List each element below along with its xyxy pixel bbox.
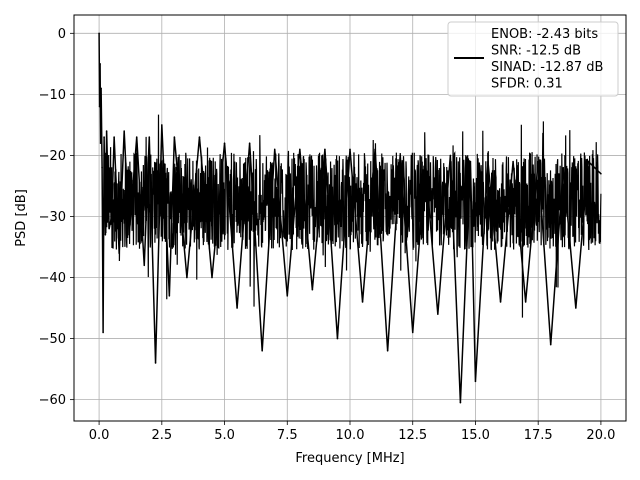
- y-tick-label: −60: [39, 393, 66, 408]
- psd-point: [101, 166, 103, 169]
- psd-point: [198, 136, 201, 138]
- psd-point: [499, 301, 502, 303]
- psd-series-line: [98, 33, 602, 403]
- psd-point: [361, 301, 364, 303]
- psd-point: [110, 215, 113, 218]
- psd-point: [575, 307, 577, 309]
- psd-point: [469, 160, 472, 163]
- legend-box: [447, 21, 619, 97]
- series-group: [98, 32, 602, 404]
- psd-point: [324, 148, 326, 151]
- y-tick-label: −10: [39, 88, 66, 103]
- psd-point: [286, 295, 289, 297]
- x-tick-label: 2.5: [151, 428, 172, 443]
- psd-point: [449, 154, 452, 157]
- psd-point: [299, 148, 301, 151]
- psd-point: [336, 337, 339, 340]
- psd-point: [349, 148, 351, 151]
- psd-point: [512, 160, 514, 163]
- psd-point: [161, 124, 163, 126]
- psd-point: [487, 160, 489, 163]
- legend-line-snr: SNR: -12.5 dB: [491, 44, 581, 59]
- x-tick-label: 10.0: [336, 428, 365, 443]
- psd-point: [587, 160, 590, 163]
- x-tick-label: 20.0: [586, 428, 615, 443]
- x-tick-label: 17.5: [524, 428, 553, 443]
- psd-point: [186, 276, 188, 279]
- psd-point: [537, 160, 539, 163]
- legend-line-sfdr: SFDR: 0.31: [491, 77, 563, 92]
- psd-point: [135, 136, 138, 138]
- psd-point: [104, 233, 107, 236]
- psd-point: [562, 166, 565, 169]
- psd-point: [99, 142, 102, 145]
- psd-point: [437, 313, 439, 315]
- psd-point: [474, 380, 477, 383]
- psd-point: [424, 160, 427, 163]
- psd-point: [98, 32, 100, 35]
- psd-point: [273, 148, 276, 151]
- x-tick-label: 5.0: [214, 428, 235, 443]
- x-axis-label: Frequency [MHz]: [295, 451, 404, 466]
- y-tick-label: 0: [58, 27, 66, 42]
- psd-point: [148, 136, 151, 138]
- psd-point: [123, 130, 125, 132]
- psd-point: [211, 276, 213, 279]
- psd-point: [113, 136, 115, 138]
- y-tick-label: −30: [39, 210, 66, 225]
- psd-point: [128, 233, 130, 236]
- psd-point: [459, 401, 462, 404]
- psd-point: [600, 172, 602, 175]
- psd-point: [154, 362, 157, 364]
- y-axis-label: PSD [dB]: [14, 189, 29, 247]
- psd-point: [118, 252, 120, 254]
- x-tick-label: 15.0: [461, 428, 490, 443]
- psd-point: [99, 63, 101, 65]
- psd-point: [105, 130, 108, 132]
- psd-point: [374, 148, 376, 151]
- psd-point: [108, 227, 110, 230]
- psd-point: [168, 295, 171, 297]
- psd-point: [524, 301, 527, 303]
- x-tick-label: 0.0: [89, 428, 110, 443]
- psd-point: [311, 288, 314, 291]
- psd-point: [248, 142, 251, 145]
- psd-point: [103, 136, 105, 138]
- psd-point: [173, 136, 176, 138]
- psd-point: [98, 105, 101, 108]
- x-tick-label: 12.5: [398, 428, 427, 443]
- noise-band: [104, 114, 602, 318]
- psd-point: [399, 154, 401, 157]
- psd-point: [100, 87, 102, 90]
- psd-point: [549, 343, 552, 346]
- legend-line-enob: ENOB: -2.43 bits: [491, 27, 598, 42]
- y-tick-label: −20: [39, 149, 66, 164]
- psd-point: [143, 264, 146, 267]
- psd-point: [102, 331, 104, 334]
- psd-point: [386, 349, 389, 352]
- legend: ENOB: -2.43 bits SNR: -12.5 dB SINAD: -1…: [447, 21, 619, 97]
- psd-point: [261, 349, 263, 352]
- psd-point: [236, 307, 238, 309]
- noise-trace: [104, 114, 602, 318]
- psd-point: [223, 142, 226, 145]
- y-tick-label: −40: [39, 271, 66, 286]
- legend-line-sinad: SINAD: -12.87 dB: [491, 60, 603, 75]
- y-tick-label: −50: [39, 332, 66, 347]
- x-axis-ticks: 0.0 2.5 5.0 7.5 10.0 12.5 15.0 17.5 20.0: [89, 421, 615, 443]
- x-tick-label: 7.5: [277, 428, 298, 443]
- psd-point: [411, 331, 414, 334]
- y-axis-ticks: 0 −10 −20 −30 −40 −50 −60: [39, 27, 74, 408]
